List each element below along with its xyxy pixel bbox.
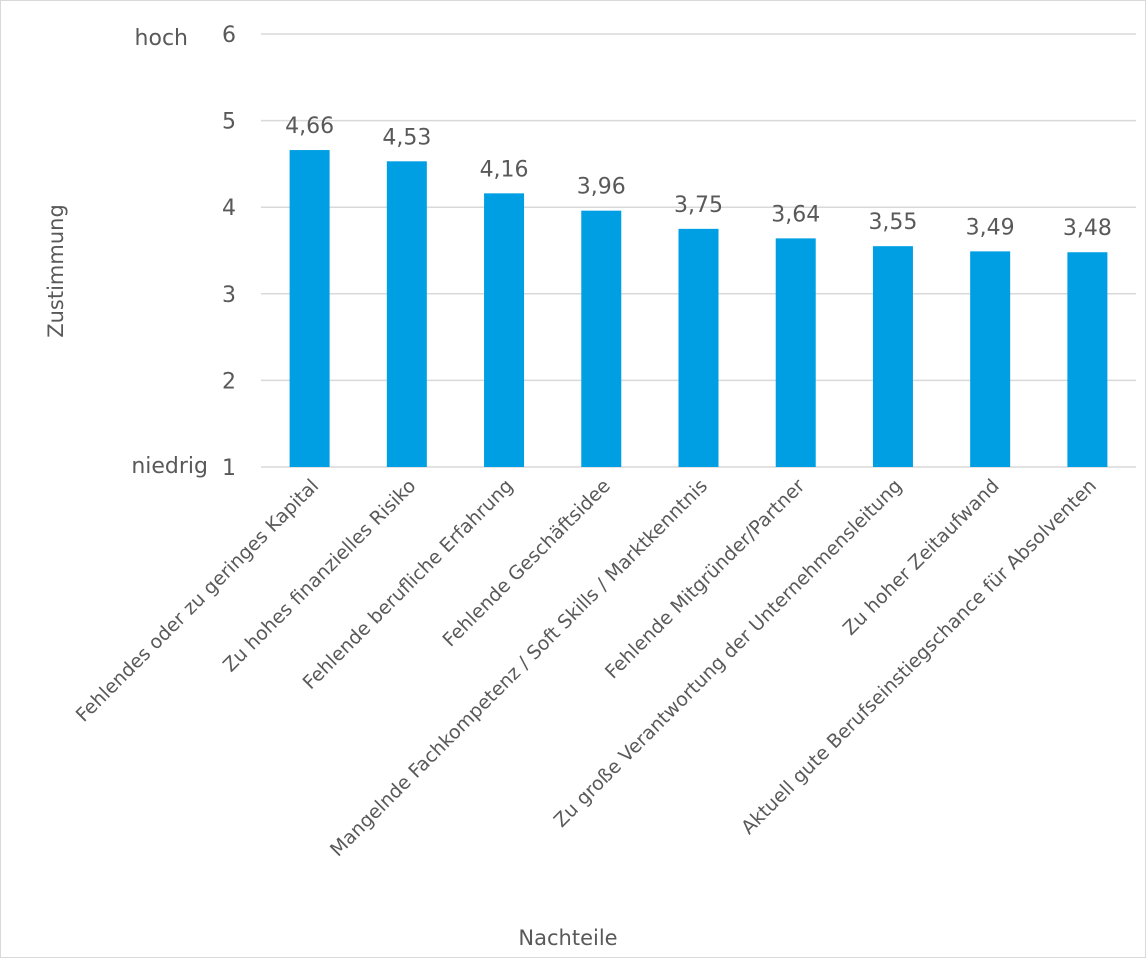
- x-category-label: Aktuell gute Berufseinstiegschance für A…: [737, 475, 1101, 839]
- bar: [484, 193, 525, 467]
- y-tick-label: 6: [222, 23, 236, 48]
- bar: [775, 238, 816, 467]
- y-tick-label: 2: [222, 369, 236, 394]
- x-category-label: Zu hohes finanzielles Risiko: [219, 475, 420, 676]
- x-category-label: Zu große Verantwortung der Unternehmensl…: [550, 475, 907, 832]
- data-label: 4,66: [285, 114, 334, 139]
- bars: [289, 150, 1108, 467]
- x-category-label: Zu hoher Zeitaufwand: [839, 475, 1004, 640]
- x-category-label: Fehlende berufliche Erfahrung: [299, 475, 518, 694]
- bar: [678, 228, 719, 467]
- data-label: 3,49: [966, 215, 1015, 240]
- data-label: 4,16: [480, 157, 529, 182]
- x-category-label: Mangelnde Fachkompetenz / Soft Skills / …: [326, 475, 712, 861]
- y-tick-label: 1: [222, 456, 236, 481]
- x-category-label: Fehlende Mitgründer/Partner: [601, 475, 809, 683]
- bar: [289, 150, 330, 467]
- data-label: 3,55: [868, 210, 917, 235]
- data-label: 3,48: [1063, 216, 1112, 241]
- y-high-label: hoch: [135, 26, 188, 51]
- y-tick-label: 4: [222, 196, 236, 221]
- x-axis-title: Nachteile: [518, 926, 617, 950]
- data-label: 3,64: [771, 202, 820, 227]
- y-low-label: niedrig: [131, 454, 208, 479]
- y-axis-title: Zustimmung: [44, 204, 68, 338]
- bar: [872, 246, 913, 467]
- bar: [386, 161, 427, 467]
- data-label: 3,96: [577, 175, 626, 200]
- y-tick-label: 5: [222, 110, 236, 135]
- data-labels: 4,66 4,53 4,16 3,96 3,75 3,64 3,55 3,49 3,48: [285, 114, 1112, 241]
- x-category-label: Fehlende Geschäftsidee: [439, 475, 615, 651]
- bar: [1067, 252, 1108, 467]
- bar: [970, 251, 1011, 467]
- y-axis-ticks: 1 2 3 4 5 6: [222, 23, 236, 481]
- y-tick-label: 3: [222, 283, 236, 308]
- data-label: 4,53: [382, 125, 431, 150]
- data-label: 3,75: [674, 193, 723, 218]
- bar: [581, 210, 622, 467]
